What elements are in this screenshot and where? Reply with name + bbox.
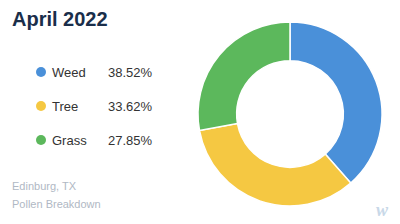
legend-value: 33.62%: [108, 99, 153, 114]
legend-swatch: [36, 101, 46, 111]
legend-swatch: [36, 67, 46, 77]
footer: Pollen Breakdown: [12, 198, 101, 210]
slice: [198, 22, 290, 130]
slice: [199, 124, 350, 206]
slice: [290, 22, 382, 183]
legend-value: 38.52%: [108, 65, 153, 80]
footer: Edinburg, TX: [12, 180, 77, 192]
chart-container: April 2022 Weed 38.52% Tree 33.62% Grass 27.85…: [0, 0, 400, 224]
legend: Weed 38.52% Tree 33.62% Grass 27.85%: [36, 65, 153, 148]
legend-swatch: [36, 135, 46, 145]
chart: April 2022 Weed 38.52% Tree 33.62% Grass 27.85…: [0, 0, 400, 224]
legend-label: Tree: [52, 99, 78, 114]
legend-value: 27.85%: [108, 133, 153, 148]
title: April 2022: [12, 8, 108, 30]
slices: [198, 22, 382, 206]
legend-label: Weed: [52, 65, 86, 80]
legend-label: Grass: [52, 133, 87, 148]
watermark: w: [376, 200, 389, 220]
